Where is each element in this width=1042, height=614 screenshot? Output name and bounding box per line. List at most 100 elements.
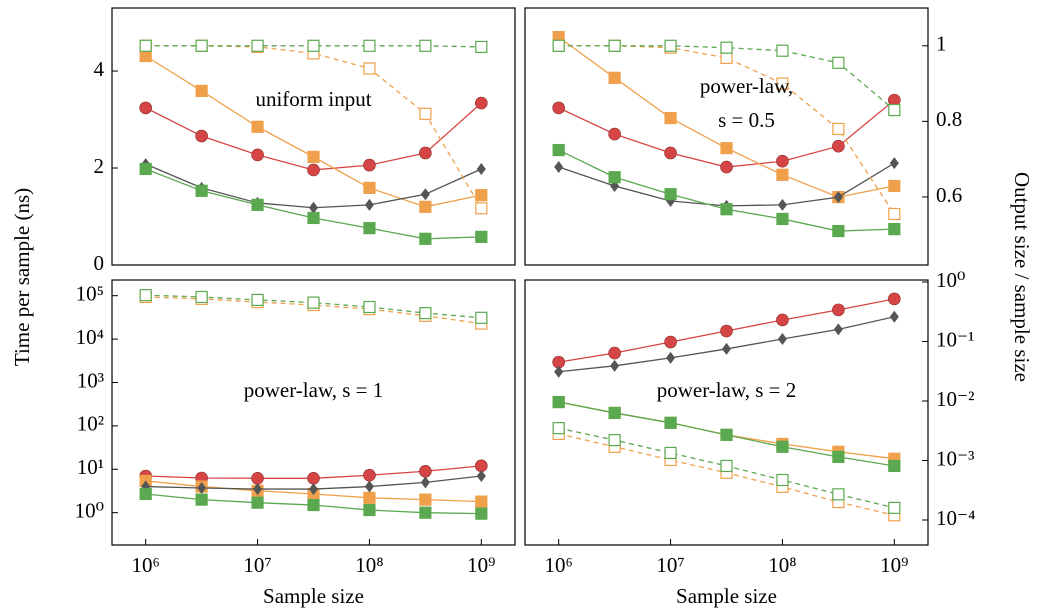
marker: [475, 189, 488, 202]
marker: [363, 181, 376, 194]
marker: [720, 324, 733, 338]
marker: [253, 483, 263, 496]
marker: [363, 222, 376, 235]
marker: [720, 142, 733, 155]
x-tick-label: 10⁶: [132, 553, 160, 577]
marker: [888, 292, 901, 306]
marker: [364, 480, 374, 493]
marker: [195, 84, 208, 98]
marker: [776, 313, 789, 327]
annotation: uniform input: [255, 87, 371, 111]
marker: [664, 416, 677, 429]
marker: [419, 307, 432, 320]
marker: [666, 351, 676, 364]
marker: [251, 148, 264, 162]
marker: [888, 103, 901, 117]
marker: [363, 62, 376, 75]
marker: [251, 198, 264, 211]
marker: [720, 428, 733, 441]
marker: [552, 101, 565, 115]
y2-axis-label: Output size / sample size: [1010, 172, 1034, 382]
marker: [720, 51, 733, 64]
y-tick-label: 10⁰: [75, 498, 104, 522]
marker: [419, 146, 432, 160]
marker: [363, 468, 376, 482]
marker: [251, 496, 264, 509]
panel-frame: [524, 279, 929, 546]
marker: [476, 162, 486, 175]
y-tick-label: 10²: [77, 412, 104, 436]
marker: [832, 488, 845, 501]
x-axis-label: Sample size: [676, 584, 777, 608]
x-tick-label: 10⁸: [768, 553, 796, 577]
marker: [307, 296, 320, 309]
marker: [552, 395, 565, 409]
marker: [419, 493, 432, 506]
marker: [307, 211, 320, 225]
marker: [419, 200, 432, 213]
y-tick-label: 10³: [77, 368, 104, 392]
marker: [195, 290, 208, 304]
marker: [307, 39, 320, 52]
marker: [195, 493, 208, 506]
marker: [363, 39, 376, 52]
marker: [307, 150, 320, 163]
marker: [139, 49, 152, 63]
marker: [888, 207, 901, 221]
marker: [475, 495, 488, 508]
y-tick-label: 0: [94, 251, 105, 275]
marker: [720, 459, 733, 473]
marker: [195, 39, 208, 52]
series-line: [145, 55, 482, 208]
marker: [608, 71, 621, 84]
marker: [776, 212, 789, 226]
x-tick-label: 10⁷: [243, 553, 271, 577]
series-line: [145, 45, 482, 209]
marker: [832, 450, 845, 463]
annotation: power-law, s = 2: [657, 378, 797, 402]
marker: [363, 300, 376, 314]
panel-frame: [111, 7, 516, 266]
marker: [833, 191, 843, 204]
x-tick-label: 10⁹: [467, 553, 495, 577]
marker: [664, 146, 677, 160]
marker: [888, 459, 901, 473]
marker: [420, 188, 430, 201]
x-tick-label: 10⁸: [355, 553, 383, 577]
marker: [664, 39, 677, 52]
marker: [420, 476, 430, 489]
marker: [475, 40, 488, 54]
x-axis-label: Sample size: [263, 584, 364, 608]
marker: [664, 335, 677, 349]
marker: [307, 163, 320, 177]
annotation: power-law,: [700, 74, 793, 98]
marker: [776, 168, 789, 181]
marker: [888, 179, 901, 193]
marker: [610, 359, 620, 372]
y2-tick-label: 0.6: [936, 183, 962, 207]
marker: [419, 464, 432, 478]
marker: [475, 507, 488, 520]
marker: [475, 311, 488, 324]
marker: [251, 120, 264, 133]
marker: [139, 39, 152, 52]
y-axis-label: Time per sample (ns): [10, 188, 34, 366]
marker: [475, 96, 488, 110]
marker: [307, 498, 320, 512]
marker: [195, 129, 208, 143]
marker: [476, 470, 486, 483]
marker: [552, 422, 565, 435]
marker: [139, 162, 152, 176]
y-tick-label: 10⁵: [76, 282, 104, 306]
panel-frame: [524, 7, 929, 266]
annotation: power-law, s = 1: [244, 378, 384, 402]
marker: [608, 171, 621, 184]
y2-tick-label: 10⁻²: [936, 387, 974, 411]
marker: [608, 406, 621, 420]
marker: [419, 506, 432, 519]
marker: [776, 440, 789, 453]
marker: [419, 107, 432, 120]
y2-tick-label: 10⁻⁴: [936, 506, 975, 530]
marker: [889, 157, 899, 170]
